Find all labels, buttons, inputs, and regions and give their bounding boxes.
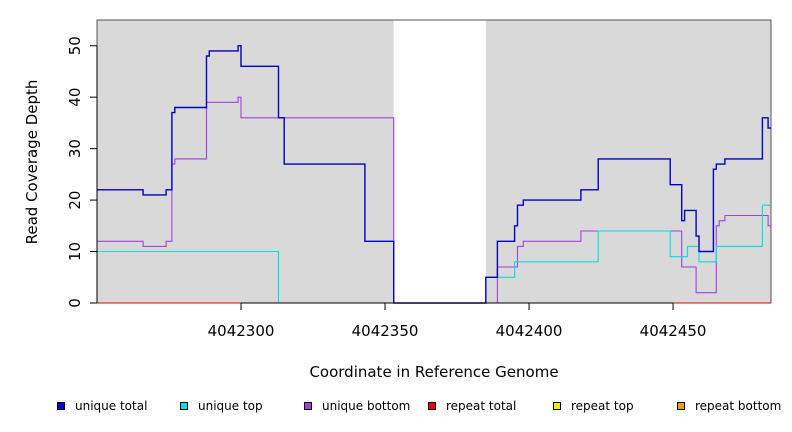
legend-label: repeat top — [571, 399, 634, 413]
shaded-regions — [97, 20, 771, 303]
shaded-region-1 — [97, 20, 394, 303]
legend-label: repeat total — [446, 399, 517, 413]
shaded-region-2 — [485, 20, 771, 303]
x-tick-label: 4042350 — [352, 322, 419, 340]
x-tick-label: 4042450 — [640, 322, 707, 340]
legend-swatch — [57, 402, 65, 410]
y-tick-label: 20 — [66, 191, 84, 210]
x-axis: 4042300 4042350 4042400 4042450 — [208, 302, 707, 340]
x-tick-label: 4042300 — [208, 322, 275, 340]
y-tick-label: 10 — [66, 242, 84, 261]
legend-label: repeat bottom — [695, 399, 782, 413]
x-axis-label: Coordinate in Reference Genome — [309, 363, 558, 381]
y-tick-label: 40 — [66, 88, 84, 107]
legend-swatch — [180, 402, 188, 410]
legend-swatch — [428, 402, 436, 410]
series-line-unique-bottom — [97, 96, 771, 304]
y-tick-label: 30 — [66, 139, 84, 158]
legend-item-repeat-bottom: repeat bottom — [677, 399, 781, 413]
legend-swatch — [677, 402, 685, 410]
legend-item-unique-total: unique total — [57, 399, 147, 413]
legend-swatch — [304, 402, 312, 410]
y-axis: 0 10 20 30 40 50 — [66, 36, 98, 308]
legend-label: unique top — [198, 399, 263, 413]
legend-swatch — [553, 402, 561, 410]
legend-item-repeat-top: repeat top — [553, 399, 634, 413]
series-line-unique-total — [97, 45, 771, 304]
x-tick-label: 4042400 — [496, 322, 563, 340]
legend: unique total unique top unique bottom repea… — [0, 399, 792, 419]
legend-item-unique-bottom: unique bottom — [304, 399, 410, 413]
legend-label: unique total — [75, 399, 148, 413]
y-tick-label: 0 — [66, 298, 84, 308]
y-tick-label: 50 — [66, 36, 84, 55]
legend-label: unique bottom — [322, 399, 411, 413]
legend-item-repeat-total: repeat total — [428, 399, 516, 413]
legend-item-unique-top: unique top — [180, 399, 263, 413]
y-axis-label: Read Coverage Depth — [23, 80, 41, 245]
